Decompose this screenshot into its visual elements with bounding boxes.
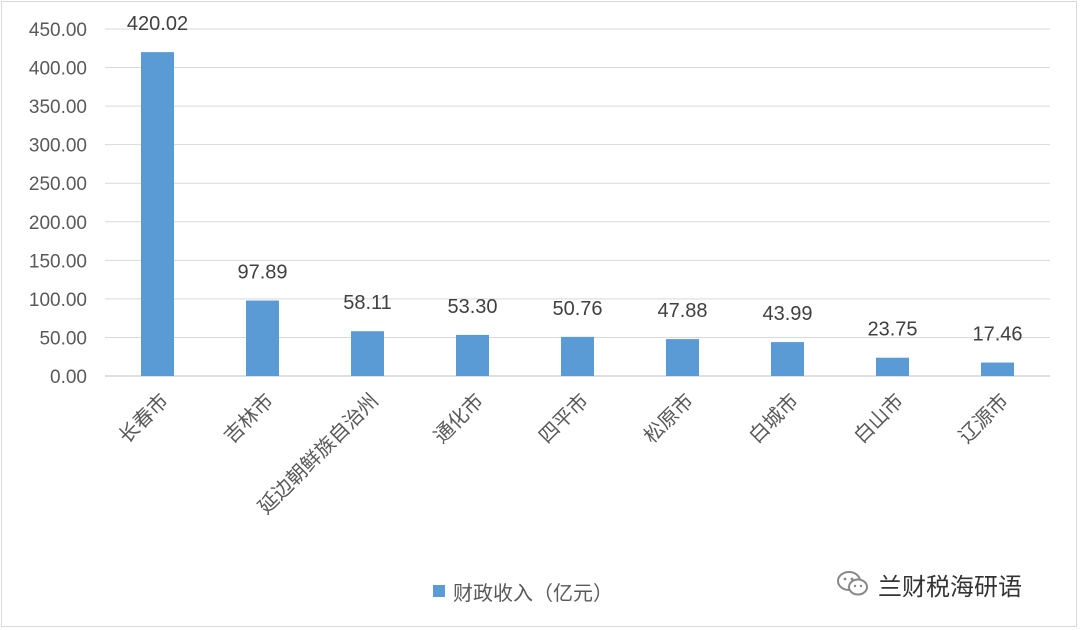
y-tick-label: 400.00 <box>29 59 87 80</box>
x-tick-label: 松原市 <box>639 389 698 448</box>
y-tick-label: 300.00 <box>29 136 87 157</box>
x-tick-label: 长春市 <box>114 389 173 448</box>
x-tick-label: 白山市 <box>849 389 908 448</box>
data-label: 17.46 <box>972 324 1022 346</box>
bar <box>771 342 804 376</box>
x-tick-label: 通化市 <box>429 389 488 448</box>
y-tick-label: 150.00 <box>29 251 87 272</box>
y-axis-ticks: 0.00 50.00 100.00 150.00 200.00 250.00 300.00 3… <box>29 20 87 388</box>
data-label: 420.02 <box>127 13 188 35</box>
y-tick-label: 100.00 <box>29 290 87 311</box>
x-tick-label: 四平市 <box>534 389 593 448</box>
watermark: 兰财税海研语 <box>836 566 1022 602</box>
data-label: 47.88 <box>657 300 707 322</box>
bar <box>876 357 909 376</box>
bars <box>141 52 1014 376</box>
data-label: 50.76 <box>552 298 602 320</box>
watermark-text: 兰财税海研语 <box>878 572 1022 601</box>
legend-swatch <box>433 585 445 597</box>
y-tick-label: 200.00 <box>29 213 87 234</box>
bar <box>666 339 699 376</box>
data-label: 58.11 <box>343 292 392 314</box>
data-label: 97.89 <box>237 262 287 284</box>
wechat-icon <box>836 570 870 598</box>
x-tick-label: 白城市 <box>744 389 803 448</box>
bar <box>456 334 489 376</box>
data-label: 53.30 <box>447 296 497 318</box>
y-tick-label: 0.00 <box>50 367 87 388</box>
bar <box>561 336 594 376</box>
data-label: 43.99 <box>762 303 812 325</box>
legend: 财政收入（亿元） <box>433 576 613 606</box>
y-tick-label: 450.00 <box>29 20 87 41</box>
bar <box>141 52 174 376</box>
x-tick-label: 辽源市 <box>954 389 1013 448</box>
y-tick-label: 350.00 <box>29 97 87 118</box>
legend-label: 财政收入（亿元） <box>453 580 613 605</box>
x-tick-label: 吉林市 <box>219 389 278 448</box>
y-tick-label: 250.00 <box>29 174 87 195</box>
y-tick-label: 50.00 <box>39 328 87 349</box>
data-labels: 420.02 97.89 58.11 53.30 50.76 47.88 43.99 23.7… <box>127 13 1023 345</box>
data-label: 23.75 <box>867 319 917 341</box>
bar <box>981 362 1014 376</box>
bar <box>246 300 279 376</box>
bar <box>351 331 384 376</box>
